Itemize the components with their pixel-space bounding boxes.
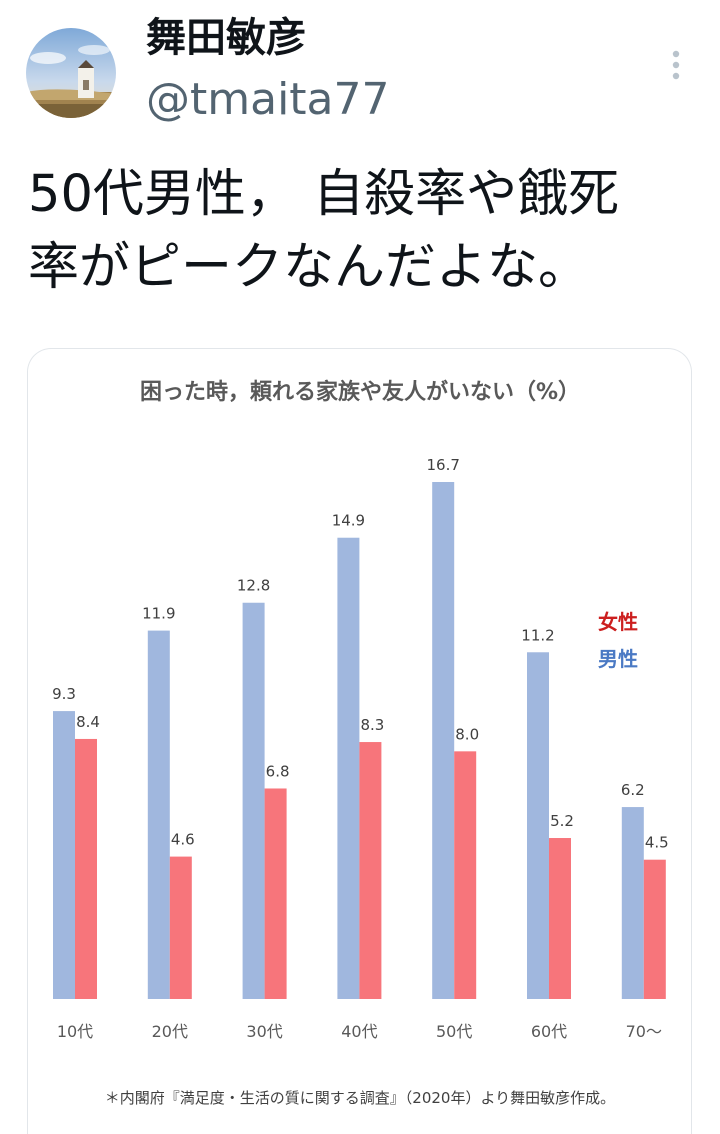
bar-female-4 (454, 751, 477, 999)
category-label-6: 70～ (626, 1022, 662, 1041)
bar-female-1 (169, 856, 192, 999)
bar-male-6 (621, 807, 644, 999)
vertical-ellipsis-icon[interactable] (660, 46, 692, 84)
bar-male-3 (337, 537, 360, 999)
category-label-1: 20代 (152, 1022, 188, 1041)
user-handle[interactable]: @tmaita77 (146, 74, 390, 125)
avatar[interactable] (26, 28, 116, 118)
bar-female-3 (359, 742, 382, 999)
tweet-text: 50代男性， 自殺率や餓死 率がピークなんだよな。 (28, 165, 620, 297)
chart-card[interactable]: 困った時，頼れる家族や友人がいない（%） 9.3 8.4 10代 11.9 4.6 20代 1… (27, 348, 692, 1134)
data-label-male-5: 11.2 (521, 626, 554, 644)
bar-female-5 (549, 838, 571, 999)
data-label-female-0: 8.4 (76, 713, 100, 731)
bar-female-0 (75, 738, 97, 999)
bar-male-4 (432, 482, 455, 999)
data-label-female-5: 5.2 (550, 812, 574, 830)
data-label-male-0: 9.3 (52, 685, 76, 703)
data-label-male-4: 16.7 (426, 456, 459, 474)
data-label-female-4: 8.0 (455, 725, 479, 743)
bar-male-5 (527, 652, 549, 999)
bar-female-2 (264, 788, 287, 999)
data-label-female-1: 4.6 (171, 831, 195, 849)
category-label-2: 30代 (246, 1022, 282, 1041)
data-label-female-2: 6.8 (266, 762, 290, 780)
bar-male-2 (242, 602, 265, 999)
legend-item-0: 女性 (598, 610, 638, 634)
data-label-female-3: 8.3 (360, 716, 384, 734)
category-label-3: 40代 (341, 1022, 377, 1041)
bar-female-6 (643, 859, 666, 999)
bar-male-0 (53, 711, 75, 999)
data-label-male-6: 6.2 (621, 781, 645, 799)
chart-footnote: ＊内閣府『満足度・生活の質に関する調査』（2020年）より舞田敏彦作成。 (105, 1089, 615, 1107)
landscape-photo-avatar (26, 28, 116, 118)
chart-title: 困った時，頼れる家族や友人がいない（%） (140, 379, 580, 405)
data-label-male-2: 12.8 (237, 577, 270, 595)
data-label-female-6: 4.5 (645, 834, 669, 852)
bar-chart: 困った時，頼れる家族や友人がいない（%） 9.38.4 10代 11.9 4.6 20代 1… (52, 379, 669, 1107)
category-label-4: 50代 (436, 1022, 472, 1041)
display-name[interactable]: 舞田敏彦 (146, 15, 306, 61)
data-label-male-1: 11.9 (142, 605, 175, 623)
legend-item-1: 男性 (598, 647, 638, 671)
bar-male-1 (147, 630, 170, 999)
category-label-0: 10代 (57, 1022, 93, 1041)
data-label-male-3: 14.9 (332, 512, 365, 530)
category-label-5: 60代 (531, 1022, 567, 1041)
